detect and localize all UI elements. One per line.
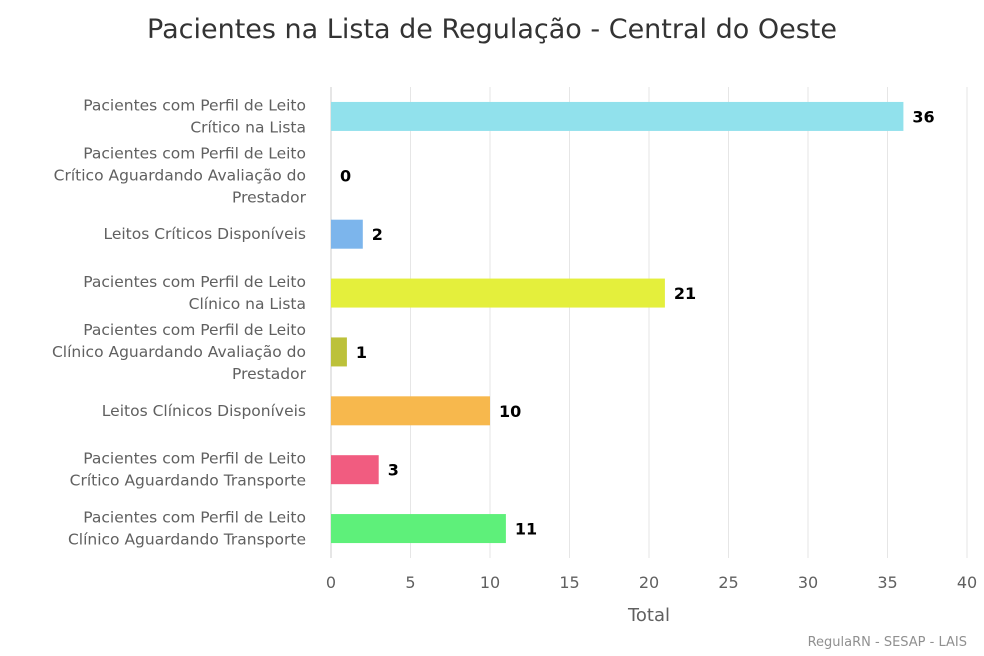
bar[interactable] bbox=[331, 455, 379, 485]
category-label-line: Clínico na Lista bbox=[189, 295, 306, 313]
bar-data-label: 1 bbox=[356, 343, 367, 362]
x-tick-label: 30 bbox=[798, 573, 818, 592]
bar-data-label: 11 bbox=[515, 520, 537, 539]
category-labels: Pacientes com Perfil de Leito Crítico na … bbox=[52, 96, 307, 548]
category-label: Pacientes com Perfil de Leito Clínico na … bbox=[83, 273, 306, 313]
x-tick-label: 10 bbox=[480, 573, 500, 592]
bar[interactable] bbox=[331, 514, 506, 544]
chart-title: Pacientes na Lista de Regulação - Centra… bbox=[147, 14, 837, 45]
category-label-line: Pacientes com Perfil de Leito bbox=[83, 144, 306, 162]
category-label-line: Pacientes com Perfil de Leito bbox=[83, 321, 306, 339]
x-tick-label: 5 bbox=[405, 573, 415, 592]
bar[interactable] bbox=[331, 396, 490, 426]
bar-data-label: 10 bbox=[499, 402, 521, 421]
bar-data-label: 36 bbox=[912, 107, 934, 126]
bar[interactable] bbox=[331, 101, 904, 131]
category-label-line: Pacientes com Perfil de Leito bbox=[83, 509, 306, 527]
category-label-line: Clínico Aguardando Avaliação do bbox=[52, 343, 306, 361]
category-label-line: Pacientes com Perfil de Leito bbox=[83, 450, 306, 468]
category-label: Pacientes com Perfil de Leito Crítico Agu… bbox=[70, 450, 306, 490]
x-axis-title: Total bbox=[627, 605, 670, 626]
category-label-line: Pacientes com Perfil de Leito bbox=[83, 96, 306, 114]
bar-data-label: 21 bbox=[674, 284, 696, 303]
category-label-line: Clínico Aguardando Transporte bbox=[68, 531, 306, 549]
x-tick-label: 15 bbox=[559, 573, 579, 592]
category-label: Leitos Críticos Disponíveis bbox=[103, 225, 306, 243]
category-label-line: Crítico Aguardando Avaliação do bbox=[54, 166, 306, 184]
category-label: Leitos Clínicos Disponíveis bbox=[102, 402, 306, 420]
x-axis-ticks: 0 5 10 15 20 25 30 35 40 bbox=[326, 573, 977, 592]
x-tick-label: 20 bbox=[639, 573, 659, 592]
x-tick-label: 35 bbox=[877, 573, 897, 592]
category-label-line: Leitos Críticos Disponíveis bbox=[103, 225, 306, 243]
category-label: Pacientes com Perfil de Leito Crítico Agu… bbox=[54, 144, 307, 206]
bar[interactable] bbox=[331, 219, 363, 249]
bar-data-label: 2 bbox=[372, 225, 383, 244]
bar[interactable] bbox=[331, 337, 347, 367]
bar[interactable] bbox=[331, 278, 665, 308]
bars: 36 0 2 21 1 10 3 11 bbox=[331, 101, 935, 544]
category-label: Pacientes com Perfil de Leito Crítico na … bbox=[83, 96, 306, 136]
bar-data-label: 3 bbox=[388, 461, 399, 480]
x-tick-label: 40 bbox=[957, 573, 977, 592]
category-label-line: Prestador bbox=[232, 188, 307, 206]
x-tick-label: 25 bbox=[718, 573, 738, 592]
category-label-line: Prestador bbox=[232, 365, 307, 383]
credits-text[interactable]: RegulaRN - SESAP - LAIS bbox=[808, 635, 967, 650]
x-tick-label: 0 bbox=[326, 573, 336, 592]
category-label: Pacientes com Perfil de Leito Clínico Agu… bbox=[68, 509, 306, 549]
category-label: Pacientes com Perfil de Leito Clínico Agu… bbox=[52, 321, 307, 383]
category-label-line: Crítico na Lista bbox=[190, 118, 306, 136]
bar-data-label: 0 bbox=[340, 166, 351, 185]
grid-lines bbox=[330, 87, 968, 558]
category-label-line: Leitos Clínicos Disponíveis bbox=[102, 402, 306, 420]
category-label-line: Pacientes com Perfil de Leito bbox=[83, 273, 306, 291]
category-label-line: Crítico Aguardando Transporte bbox=[70, 472, 306, 490]
